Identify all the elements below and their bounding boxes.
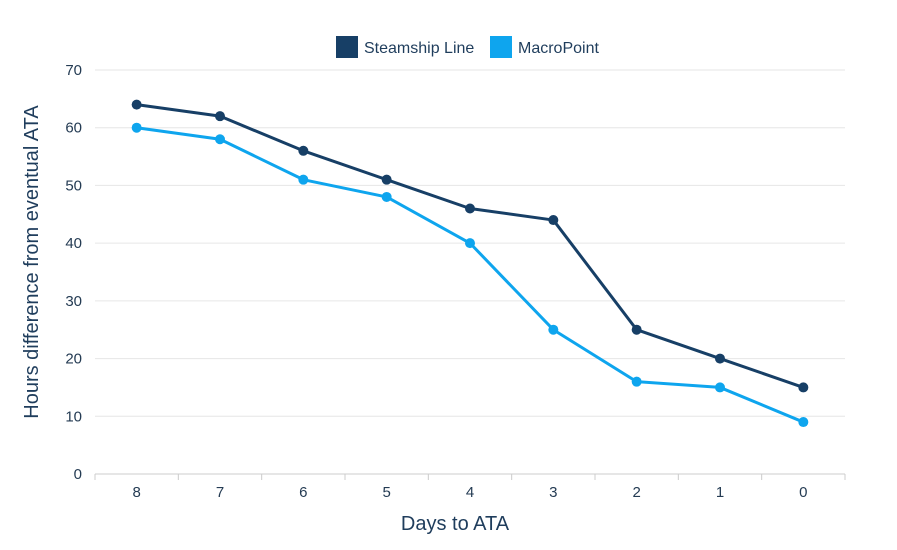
data-point-steamship-line-5 (381, 174, 392, 185)
data-point-macropoint-4 (465, 238, 475, 249)
x-tick-label-8: 8 (132, 484, 140, 501)
data-point-macropoint-7 (215, 134, 225, 145)
y-tick-label-50: 50 (65, 177, 82, 194)
data-point-macropoint-2 (631, 376, 642, 387)
y-tick-label-60: 60 (65, 120, 82, 137)
data-point-macropoint-6 (298, 174, 309, 185)
y-tick-label-0: 0 (74, 466, 82, 483)
y-tick-label-30: 30 (65, 293, 82, 310)
x-tick-label-0: 0 (799, 484, 807, 501)
legend-swatch-steamship-line (336, 36, 358, 58)
data-point-steamship-line-8 (131, 99, 142, 110)
y-tick-label-70: 70 (65, 62, 82, 79)
legend-label-macropoint: MacroPoint (518, 40, 599, 57)
series-line-macropoint (136, 126, 804, 424)
gridlines (95, 69, 845, 417)
series-lines (131, 99, 809, 428)
data-point-steamship-line-2 (631, 324, 642, 335)
data-point-macropoint-3 (548, 324, 559, 335)
x-tick-label-5: 5 (382, 484, 390, 501)
legend-label-steamship-line: Steamship Line (364, 40, 474, 57)
x-tick-label-4: 4 (466, 484, 474, 501)
y-tick-label-20: 20 (65, 351, 82, 368)
legend: Steamship Line MacroPoint (336, 36, 599, 58)
x-tick-label-2: 2 (632, 484, 640, 501)
x-tick-label-3: 3 (549, 484, 557, 501)
y-tick-label-40: 40 (65, 235, 82, 252)
data-point-macropoint-5 (381, 191, 392, 202)
y-tick-label-10: 10 (65, 408, 82, 425)
x-axis-title: Days to ATA (401, 513, 510, 535)
data-point-macropoint-1 (715, 382, 725, 393)
legend-swatch-macropoint (490, 36, 512, 58)
data-point-macropoint-8 (131, 122, 142, 133)
y-axis-title: Hours difference from eventual ATA (21, 105, 43, 419)
data-point-macropoint-0 (798, 417, 809, 428)
data-point-steamship-line-7 (215, 111, 225, 122)
data-point-steamship-line-1 (715, 353, 725, 364)
data-point-steamship-line-3 (548, 215, 559, 226)
data-point-steamship-line-6 (298, 145, 309, 156)
x-tick-label-7: 7 (216, 484, 224, 501)
x-tick-label-6: 6 (299, 484, 307, 501)
x-tick-label-1: 1 (716, 484, 724, 501)
data-point-steamship-line-0 (798, 382, 809, 393)
data-point-steamship-line-4 (465, 203, 475, 214)
